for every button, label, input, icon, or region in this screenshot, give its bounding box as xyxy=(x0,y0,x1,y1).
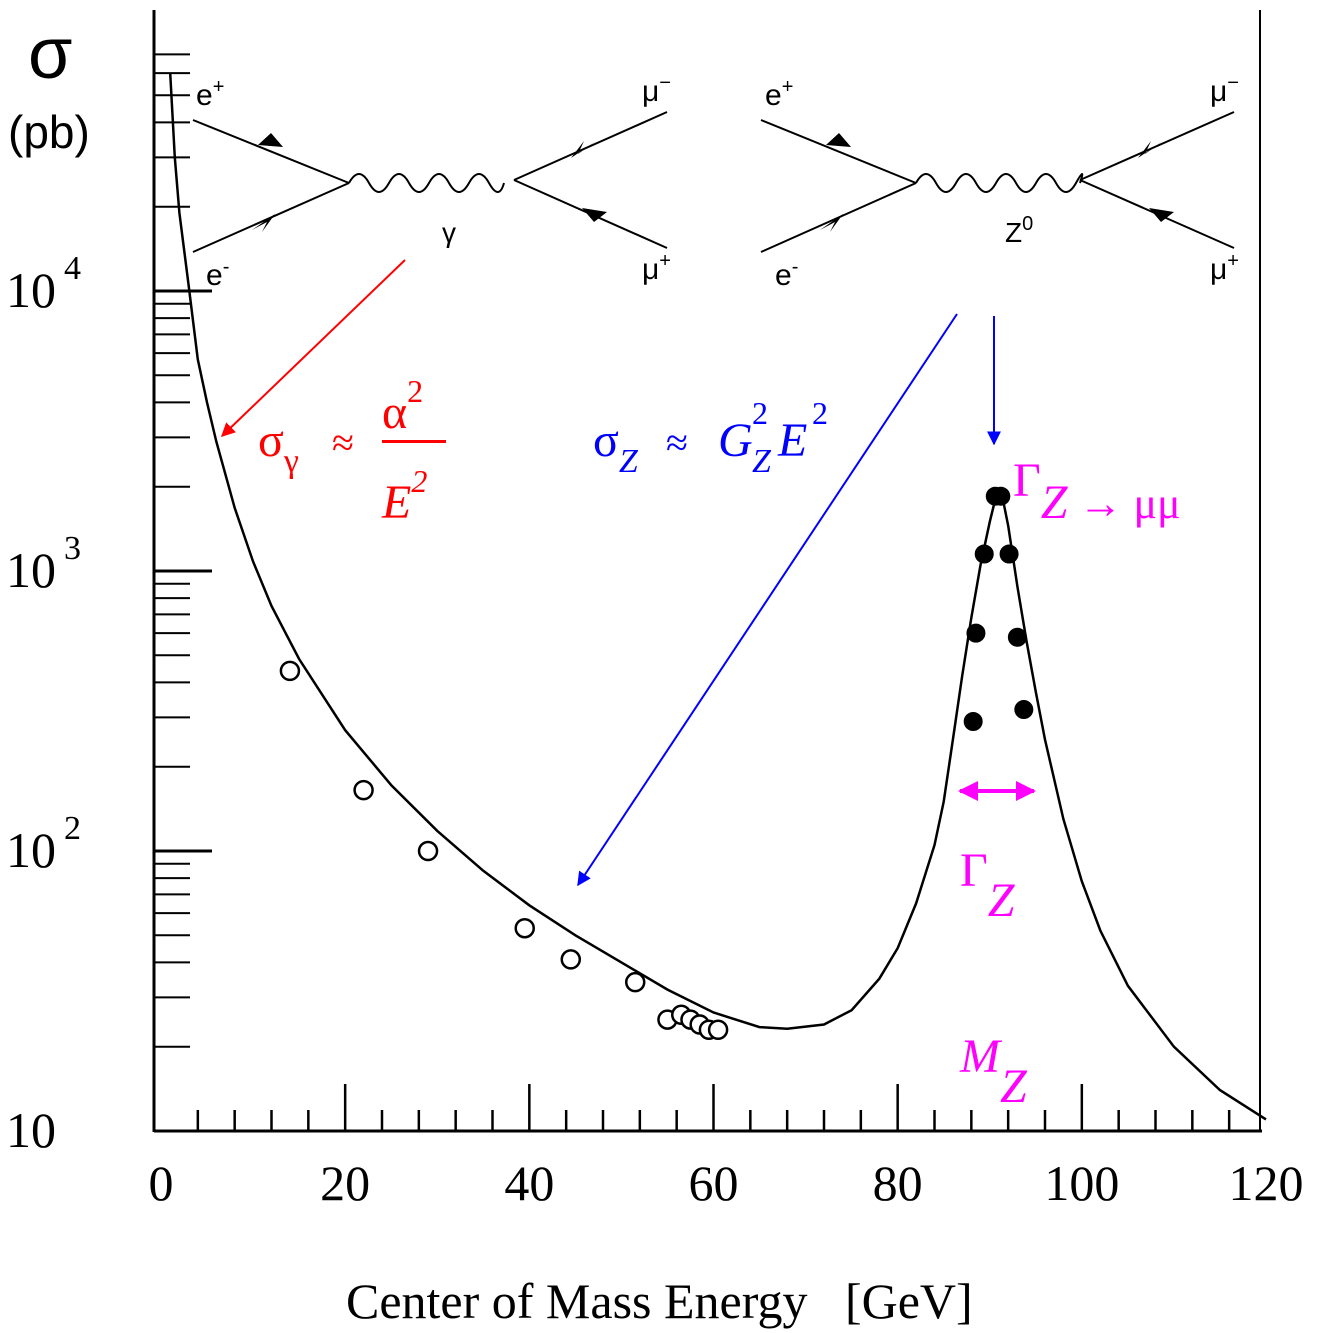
label-e-minus: e- xyxy=(206,256,229,292)
fraction-bar xyxy=(382,440,446,443)
label-mu-plus: μ+ xyxy=(1210,250,1239,286)
fermion-arrow xyxy=(1149,208,1174,222)
svg-text:α2: α2 xyxy=(382,373,423,439)
svg-text:Z: Z xyxy=(752,443,772,480)
data-point-open xyxy=(353,779,374,801)
fermion-arrow xyxy=(252,214,275,232)
z-propagator xyxy=(915,173,1084,193)
svg-text:2: 2 xyxy=(752,395,768,431)
z-mass-label: MZ xyxy=(959,1030,1028,1113)
svg-text:σZ: σZ xyxy=(593,414,639,480)
x-axis-tick-labels: 0 20 40 60 80 100 120 xyxy=(149,1155,1304,1211)
y-axis-unit: (pb) xyxy=(8,106,90,158)
z-width-label: ΓZ xyxy=(960,844,1016,927)
photon-cross-section-formula: σγ ≈ α2 E2 xyxy=(258,373,446,529)
label-z0: Z0 xyxy=(1005,213,1033,248)
y-tick-label: 10 2 xyxy=(6,810,81,878)
fermion-arrow xyxy=(571,141,596,158)
x-tick-label: 40 xyxy=(504,1155,554,1211)
data-point-open xyxy=(707,1019,729,1040)
x-tick-label: 0 xyxy=(149,1155,174,1211)
svg-text:2: 2 xyxy=(812,395,828,431)
data-point-filled xyxy=(974,544,994,564)
label-mu-plus: μ+ xyxy=(642,250,671,286)
data-point-open xyxy=(624,971,646,993)
x-tick-label: 120 xyxy=(1229,1155,1304,1211)
z-continuum-arrow xyxy=(577,313,958,887)
x-tick-label: 20 xyxy=(320,1155,370,1211)
data-points xyxy=(279,486,1034,1040)
data-point-filled xyxy=(1007,627,1027,647)
y-axis-ticks xyxy=(154,53,212,1133)
label-e-plus: e+ xyxy=(196,76,224,112)
label-e-plus: e+ xyxy=(765,76,793,112)
fermion-arrow xyxy=(258,133,283,147)
fermion-line-out-top xyxy=(513,111,668,181)
svg-text:G: G xyxy=(718,414,753,467)
plot-frame xyxy=(152,10,1262,1133)
x-tick-label: 100 xyxy=(1044,1155,1119,1211)
data-point-filled xyxy=(963,712,983,732)
svg-text:MZ: MZ xyxy=(959,1030,1028,1113)
fermion-line-in-top xyxy=(192,119,350,184)
x-axis-ticks xyxy=(196,1084,1231,1131)
svg-text:E2: E2 xyxy=(381,463,427,529)
fermion-line-in-top xyxy=(760,119,917,184)
fermion-arrow xyxy=(820,214,843,232)
label-mu-minus: μ− xyxy=(1210,72,1239,108)
z-cross-section-formula: σZ ≈ G 2 Z E 2 xyxy=(593,395,828,480)
feynman-diagram-photon: e+ e- γ μ− μ+ xyxy=(192,72,671,292)
svg-text:ΓZ → μμ: ΓZ → μμ xyxy=(1013,454,1181,529)
svg-text:≈: ≈ xyxy=(666,420,688,465)
photon-propagator xyxy=(348,173,505,193)
x-tick-label: 60 xyxy=(689,1155,739,1211)
y-axis-symbol: σ xyxy=(28,14,72,94)
label-e-minus: e- xyxy=(775,256,798,292)
fermion-arrow xyxy=(826,133,851,147)
y-tick-label: 10 4 xyxy=(6,250,81,318)
data-point-open xyxy=(279,660,301,682)
label-mu-minus: μ− xyxy=(642,72,671,108)
svg-text:≈: ≈ xyxy=(332,420,354,465)
fermion-arrow xyxy=(1138,141,1163,158)
z-to-mumu-width-label: ΓZ → μμ xyxy=(1013,454,1181,529)
svg-text:σγ: σγ xyxy=(258,414,299,480)
y-tick-label: 10 3 xyxy=(6,530,81,598)
data-point-open xyxy=(514,917,535,939)
svg-text:ΓZ: ΓZ xyxy=(960,844,1016,927)
fermion-line-out-top xyxy=(1079,111,1235,181)
y-tick-label: 10 xyxy=(6,1102,56,1158)
fermion-arrow xyxy=(582,208,607,222)
data-point-filled xyxy=(991,486,1011,506)
data-point-filled xyxy=(966,623,986,643)
data-point-open xyxy=(417,840,439,862)
x-tick-label: 80 xyxy=(873,1155,923,1211)
data-point-filled xyxy=(999,544,1019,564)
svg-text:E: E xyxy=(777,414,807,467)
label-gamma: γ xyxy=(442,217,456,248)
x-axis-label: Center of Mass Energy [GeV] xyxy=(346,1273,973,1329)
data-point-filled xyxy=(1014,700,1034,720)
cross-section-curve xyxy=(168,73,1267,1121)
feynman-diagram-z: e+ e- Z0 μ− μ+ xyxy=(760,72,1239,292)
data-point-open xyxy=(560,949,582,970)
photon-arrow xyxy=(220,259,406,437)
